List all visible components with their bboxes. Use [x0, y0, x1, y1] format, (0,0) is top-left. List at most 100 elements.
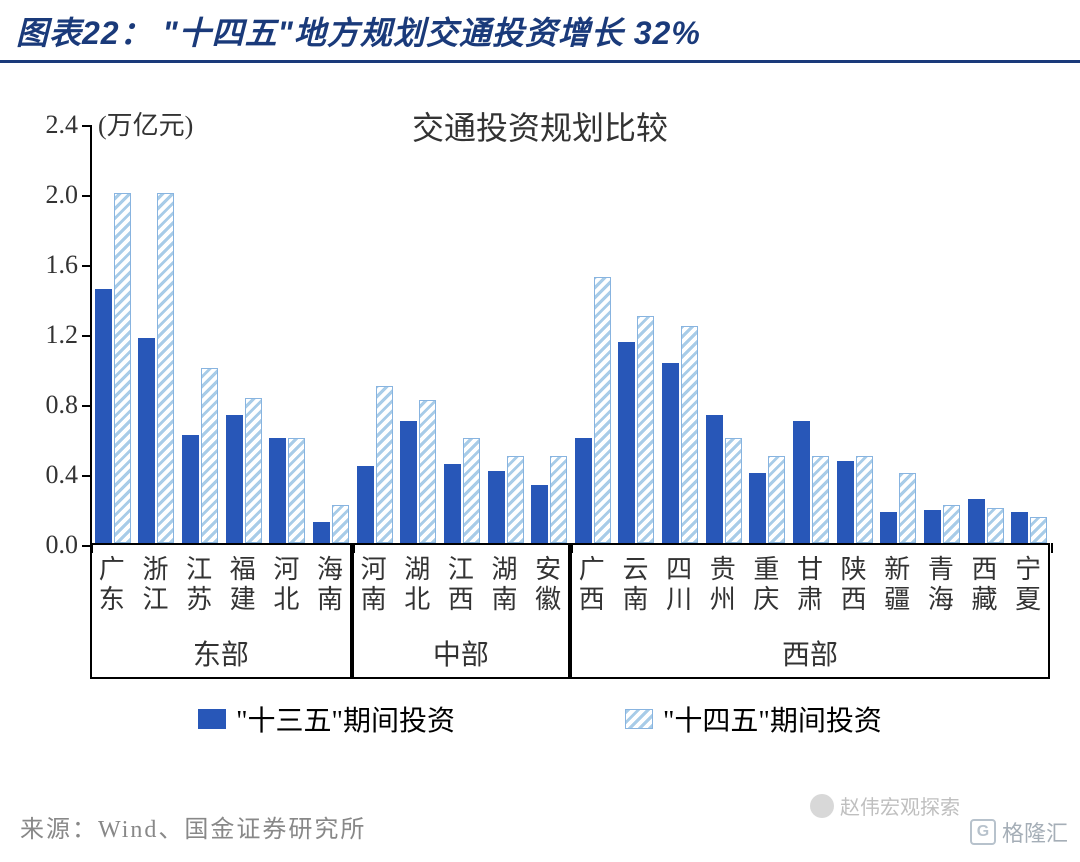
y-tick-label: 0.0 — [46, 530, 79, 560]
bar-s13 — [837, 461, 854, 543]
y-tick — [82, 195, 92, 197]
province-label: 宁夏 — [1009, 555, 1047, 615]
bar-s14 — [157, 193, 174, 543]
y-tick-label: 2.4 — [46, 110, 79, 140]
x-tick — [1051, 543, 1053, 553]
bar-s13 — [357, 466, 374, 543]
title-underline — [0, 60, 1080, 63]
x-tick — [571, 543, 573, 553]
bar-s14 — [987, 508, 1004, 543]
province-label: 湖北 — [398, 555, 436, 615]
bar-s13 — [618, 342, 635, 543]
watermark-author: 赵伟宏观探索 — [810, 791, 960, 820]
bar-s13 — [531, 485, 548, 543]
legend-label-s14: "十四五"期间投资 — [663, 699, 882, 739]
province-label: 重庆 — [747, 555, 785, 615]
legend-swatch-hatched — [625, 709, 653, 729]
y-tick-label: 1.6 — [46, 250, 79, 280]
province-label: 广东 — [93, 555, 131, 615]
province-label: 新疆 — [878, 555, 916, 615]
bar-s13 — [182, 435, 199, 544]
bar-s14 — [507, 456, 524, 544]
plot-area: 0.00.40.81.21.62.02.4 — [90, 125, 1050, 545]
wechat-icon — [810, 794, 834, 818]
bar-s14 — [768, 456, 785, 544]
province-label: 江西 — [442, 555, 480, 615]
bar-s14 — [899, 473, 916, 543]
x-labels: 广东浙江江苏福建河北海南河南湖北江西湖南安徽广西云南四川贵州重庆甘肃陕西新疆青海… — [90, 555, 1050, 645]
bar-s13 — [793, 421, 810, 544]
bar-s13 — [749, 473, 766, 543]
bar-s13 — [968, 499, 985, 543]
province-label: 西藏 — [966, 555, 1004, 615]
bar-s14 — [201, 368, 218, 543]
x-tick — [353, 543, 355, 553]
watermark-gelonghui: G 格隆汇 — [970, 816, 1068, 848]
province-label: 青海 — [922, 555, 960, 615]
province-label: 贵州 — [704, 555, 742, 615]
gelonghui-icon: G — [970, 819, 996, 845]
bar-s13 — [706, 415, 723, 543]
bar-s14 — [681, 326, 698, 543]
bar-s14 — [856, 456, 873, 544]
province-label: 河北 — [267, 555, 305, 615]
y-tick-label: 0.8 — [46, 390, 79, 420]
province-label: 福建 — [224, 555, 262, 615]
y-tick — [82, 405, 92, 407]
province-label: 江苏 — [180, 555, 218, 615]
legend-label-s13: "十三五"期间投资 — [236, 699, 455, 739]
bar-s13 — [226, 415, 243, 543]
bar-s14 — [114, 193, 131, 543]
bar-s13 — [1011, 512, 1028, 544]
province-label: 安徽 — [529, 555, 567, 615]
y-tick — [82, 265, 92, 267]
legend-item-s13: "十三五"期间投资 — [198, 699, 455, 739]
bar-s13 — [662, 363, 679, 543]
bar-s14 — [245, 398, 262, 543]
bar-s13 — [95, 289, 112, 543]
province-label: 陕西 — [835, 555, 873, 615]
figure-title: 图表22： "十四五"地方规划交通投资增长 32% — [0, 0, 1080, 60]
y-tick — [82, 335, 92, 337]
province-label: 河南 — [355, 555, 393, 615]
province-label: 海南 — [311, 555, 349, 615]
legend: "十三五"期间投资 "十四五"期间投资 — [20, 699, 1060, 739]
bar-s14 — [288, 438, 305, 543]
y-tick-label: 1.2 — [46, 320, 79, 350]
bar-s13 — [269, 438, 286, 543]
bar-s14 — [943, 505, 960, 544]
bar-s14 — [376, 386, 393, 544]
bar-s14 — [550, 456, 567, 544]
bar-s13 — [575, 438, 592, 543]
bar-s13 — [924, 510, 941, 543]
watermark-gelonghui-text: 格隆汇 — [1002, 816, 1068, 848]
source-text: 来源：Wind、国金证券研究所 — [20, 809, 366, 844]
legend-item-s14: "十四五"期间投资 — [625, 699, 882, 739]
bar-s13 — [880, 512, 897, 544]
y-tick-label: 2.0 — [46, 180, 79, 210]
legend-swatch-solid — [198, 709, 226, 729]
bar-s13 — [313, 522, 330, 543]
bar-s14 — [725, 438, 742, 543]
y-tick — [82, 475, 92, 477]
province-label: 湖南 — [486, 555, 524, 615]
province-label: 广西 — [573, 555, 611, 615]
bar-s13 — [444, 464, 461, 543]
bar-s14 — [419, 400, 436, 544]
bar-s13 — [138, 338, 155, 543]
watermark-author-text: 赵伟宏观探索 — [840, 791, 960, 820]
y-tick-label: 0.4 — [46, 460, 79, 490]
bar-s13 — [400, 421, 417, 544]
bar-s14 — [332, 505, 349, 544]
province-label: 四川 — [660, 555, 698, 615]
province-label: 甘肃 — [791, 555, 829, 615]
bar-s14 — [637, 316, 654, 544]
bar-s14 — [463, 438, 480, 543]
bars-container — [92, 125, 1050, 543]
bar-s14 — [1030, 517, 1047, 543]
province-label: 云南 — [616, 555, 654, 615]
x-tick — [91, 543, 93, 553]
bar-s13 — [488, 471, 505, 543]
bar-s14 — [812, 456, 829, 544]
bar-s14 — [594, 277, 611, 543]
